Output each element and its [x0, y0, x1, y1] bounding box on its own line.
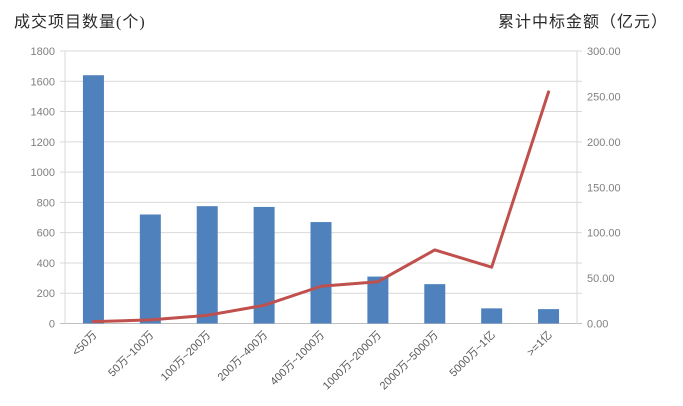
- y-axis-right-tick: 250.00: [587, 91, 621, 103]
- left-axis-title: 成交项目数量(个): [14, 14, 146, 31]
- x-axis-label: 2000万~5000万: [378, 329, 441, 392]
- y-axis-left-tick: 400: [37, 258, 55, 270]
- y-axis-right-tick: 100.00: [587, 228, 621, 240]
- bar-100万~200万: [196, 206, 218, 324]
- y-axis-left-tick: 200: [37, 288, 55, 300]
- y-axis-left-tick: 1800: [31, 46, 55, 58]
- bar->=1亿: [538, 309, 560, 324]
- bar-5000万~1亿: [481, 308, 503, 324]
- x-axis-label: <50万: [70, 329, 99, 358]
- y-axis-right-tick: 150.00: [587, 182, 621, 194]
- y-axis-left-tick: 600: [37, 228, 55, 240]
- y-axis-right-tick: 50.00: [587, 273, 615, 285]
- x-axis-labels: <50万 50万~100万 100万~200万 200万~400万400万~1000万…: [70, 328, 555, 392]
- right-axis-title: 累计中标金额（亿元）: [497, 14, 668, 31]
- x-axis-label: 5000万~1亿: [447, 328, 498, 379]
- y-axis-right-labels: 0.00 50.00 100.00 150.00 200.00 250.00 300.00: [587, 46, 621, 331]
- x-axis-label: 200万~400万: [216, 329, 271, 384]
- y-axis-left-labels: 0 200 400 600 800 1000 1200 1400 1600 1800: [31, 46, 55, 331]
- line-series: [91, 90, 551, 324]
- x-axis-label: >=1亿: [524, 328, 554, 358]
- y-axis-right-tick: 200.00: [587, 137, 621, 149]
- bar-400万~1000万: [310, 222, 332, 324]
- y-axis-left-tick: 0: [49, 319, 55, 331]
- bar-1000万~2000万: [367, 276, 389, 324]
- y-axis-left-tick: 1400: [31, 107, 55, 119]
- x-axis-label: 50万~100万: [106, 329, 156, 379]
- bar-200万~400万: [253, 206, 275, 324]
- y-axis-left-tick: 1000: [31, 167, 55, 179]
- y-axis-left-tick: 1600: [31, 76, 55, 88]
- bar-50万~100万: [139, 214, 161, 324]
- y-axis-right-tick: 300.00: [587, 46, 621, 58]
- x-axis-label: 400万~1000万: [268, 329, 327, 388]
- y-axis-right-tick: 0.00: [587, 319, 608, 331]
- x-axis-label: 1000万~2000万: [321, 329, 384, 392]
- bar-2000万~5000万: [424, 284, 446, 324]
- y-axis-left-tick: 1200: [31, 137, 55, 149]
- bar-<50万: [82, 75, 104, 324]
- x-axis-label: 100万~200万: [159, 329, 214, 384]
- y-axis-left-tick: 800: [37, 197, 55, 209]
- bar-series: [82, 75, 560, 324]
